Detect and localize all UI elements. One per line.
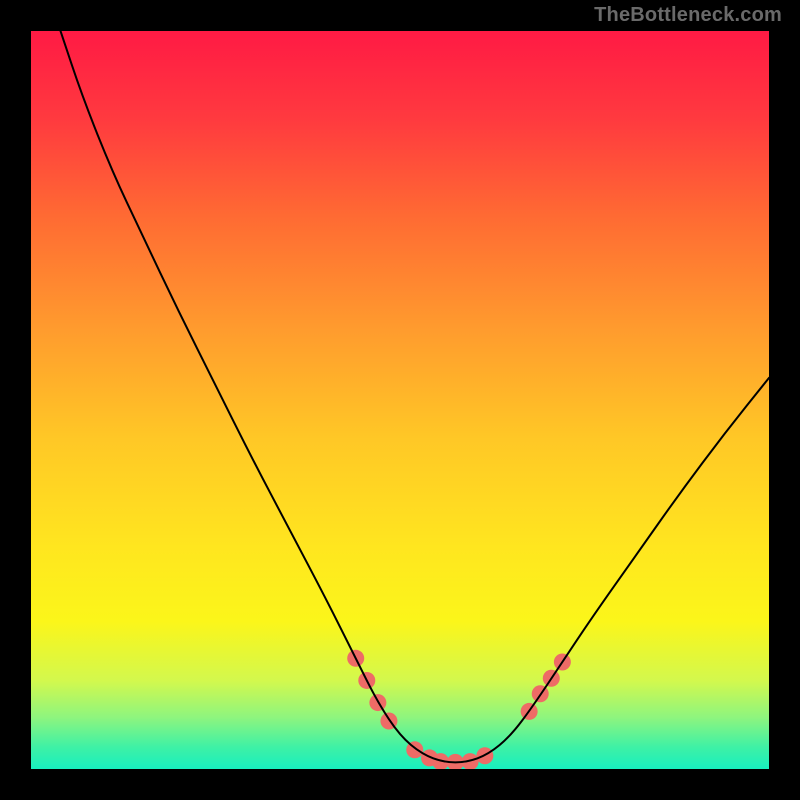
- plot-area: [31, 31, 769, 769]
- bottleneck-curve-chart: [31, 31, 769, 769]
- chart-container: TheBottleneck.com: [0, 0, 800, 800]
- gradient-background: [31, 31, 769, 769]
- watermark-text: TheBottleneck.com: [594, 4, 782, 27]
